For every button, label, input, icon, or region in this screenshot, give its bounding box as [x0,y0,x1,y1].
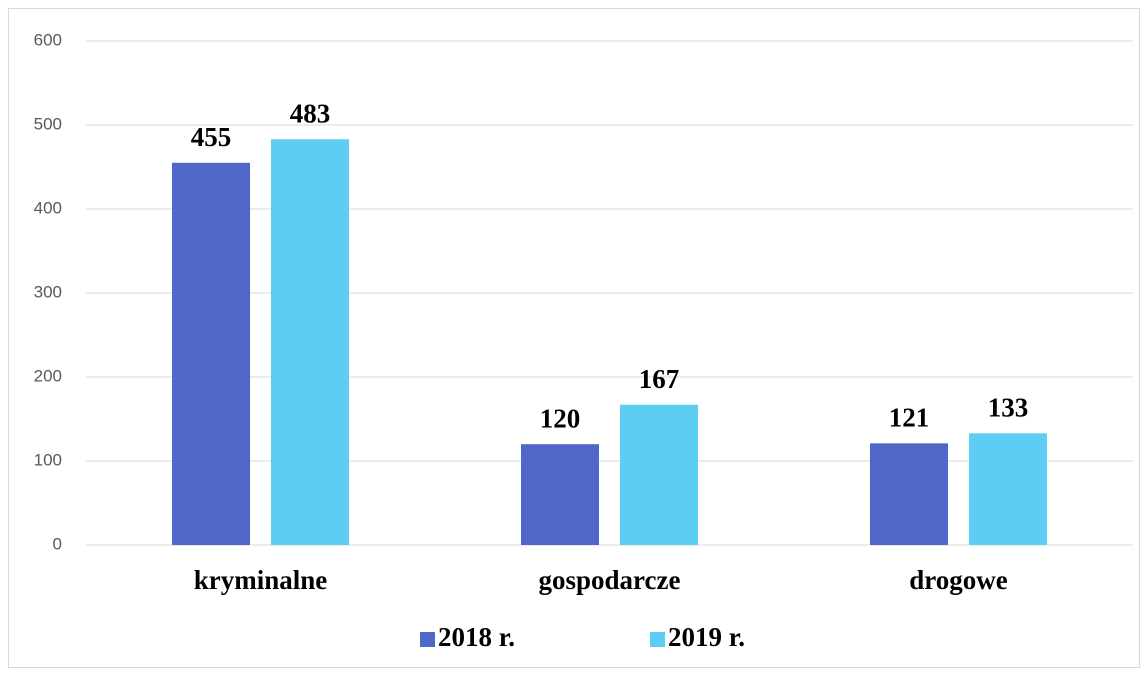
x-tick-label: drogowe [909,565,1008,595]
legend-swatch [650,632,665,647]
bar [271,139,349,545]
data-label: 120 [540,403,581,433]
y-tick-label: 200 [34,366,62,385]
data-label: 121 [889,403,930,433]
data-label: 133 [988,392,1029,422]
legend-swatch [420,632,435,647]
bar [870,443,948,545]
data-label: 455 [191,122,232,152]
y-tick-label: 400 [34,198,62,217]
data-label: 167 [639,364,680,394]
x-tick-label: gospodarcze [539,565,681,595]
legend-label: 2018 r. [438,622,515,652]
bar [521,444,599,545]
y-tick-label: 100 [34,450,62,469]
bar [969,433,1047,545]
y-tick-label: 300 [34,282,62,301]
y-tick-label: 0 [53,534,62,553]
bar [620,404,698,545]
legend-label: 2019 r. [668,622,745,652]
y-tick-label: 500 [34,114,62,133]
y-tick-label: 600 [34,30,62,49]
x-tick-label: kryminalne [194,565,328,595]
bar [172,162,250,546]
data-label: 483 [290,98,331,128]
